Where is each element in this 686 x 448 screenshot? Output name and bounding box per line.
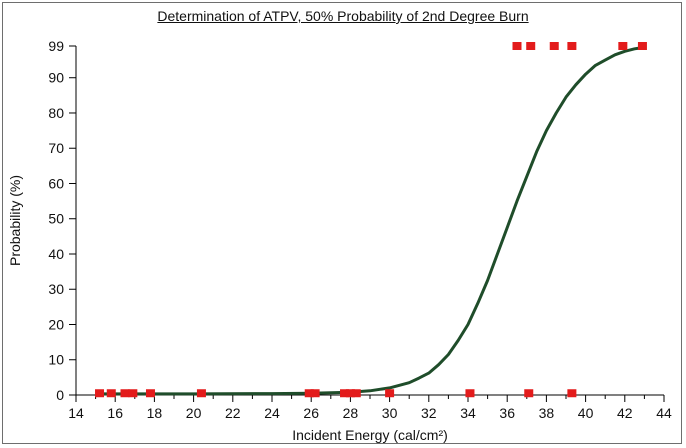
data-point-marker bbox=[567, 42, 577, 50]
data-point-marker bbox=[512, 42, 522, 50]
x-tick-label: 42 bbox=[617, 405, 633, 421]
x-tick-label: 26 bbox=[303, 405, 319, 421]
data-point-marker bbox=[145, 389, 155, 398]
x-tick-label: 20 bbox=[186, 405, 202, 421]
x-tick-label: 40 bbox=[578, 405, 594, 421]
x-tick-label: 22 bbox=[225, 405, 241, 421]
data-point-marker bbox=[196, 389, 206, 398]
y-tick-label: 10 bbox=[48, 352, 64, 368]
y-tick-label: 60 bbox=[48, 175, 64, 191]
data-point-marker bbox=[524, 389, 534, 398]
data-point-marker bbox=[340, 389, 350, 398]
probability-curve bbox=[95, 45, 645, 396]
data-point-marker bbox=[106, 389, 116, 398]
x-tick-label: 32 bbox=[421, 405, 437, 421]
x-tick-label: 38 bbox=[539, 405, 555, 421]
x-tick-label: 36 bbox=[499, 405, 515, 421]
plot-area bbox=[95, 42, 647, 398]
data-point-marker bbox=[310, 389, 320, 398]
x-tick-label: 14 bbox=[68, 405, 84, 421]
data-point-marker bbox=[637, 42, 647, 50]
x-tick-label: 16 bbox=[107, 405, 123, 421]
axes bbox=[75, 46, 664, 396]
data-point-marker bbox=[465, 389, 475, 398]
y-tick-label: 0 bbox=[56, 387, 64, 403]
data-point-marker bbox=[95, 389, 105, 398]
x-tick-label: 24 bbox=[264, 405, 280, 421]
data-point-marker bbox=[549, 42, 559, 50]
data-point-marker bbox=[567, 389, 577, 398]
chart-title: Determination of ATPV, 50% Probability o… bbox=[157, 8, 529, 24]
y-tick-label: 50 bbox=[48, 211, 64, 227]
x-tick-label: 18 bbox=[147, 405, 163, 421]
y-tick-label: 20 bbox=[48, 316, 64, 332]
data-point-marker bbox=[345, 389, 355, 398]
data-point-marker bbox=[128, 389, 138, 398]
x-axis-title: Incident Energy (cal/cm²) bbox=[292, 427, 448, 443]
y-tick-label: 70 bbox=[48, 140, 64, 156]
data-point-marker bbox=[526, 42, 536, 50]
y-axis-title: Probability (%) bbox=[7, 175, 23, 266]
y-tick-label: 90 bbox=[48, 70, 64, 86]
y-tick-label: 99 bbox=[48, 38, 64, 54]
x-tick-label: 28 bbox=[343, 405, 359, 421]
data-point-marker bbox=[304, 389, 314, 398]
x-axis-ticks: 14 16 18 20 22 24 26 28 30 32 34 36 38 40 42 44 bbox=[68, 395, 672, 421]
y-axis-ticks: 0 10 20 30 40 50 60 70 80 90 99 bbox=[48, 38, 76, 403]
data-point-marker bbox=[385, 389, 395, 398]
chart-frame bbox=[2, 2, 682, 444]
data-point-marker bbox=[120, 389, 130, 398]
x-tick-label: 44 bbox=[656, 405, 672, 421]
y-tick-label: 40 bbox=[48, 246, 64, 262]
data-point-marker bbox=[351, 389, 361, 398]
y-tick-label: 30 bbox=[48, 281, 64, 297]
data-point-marker bbox=[618, 42, 628, 50]
y-tick-label: 80 bbox=[48, 105, 64, 121]
x-tick-label: 30 bbox=[382, 405, 398, 421]
x-tick-label: 34 bbox=[460, 405, 476, 421]
